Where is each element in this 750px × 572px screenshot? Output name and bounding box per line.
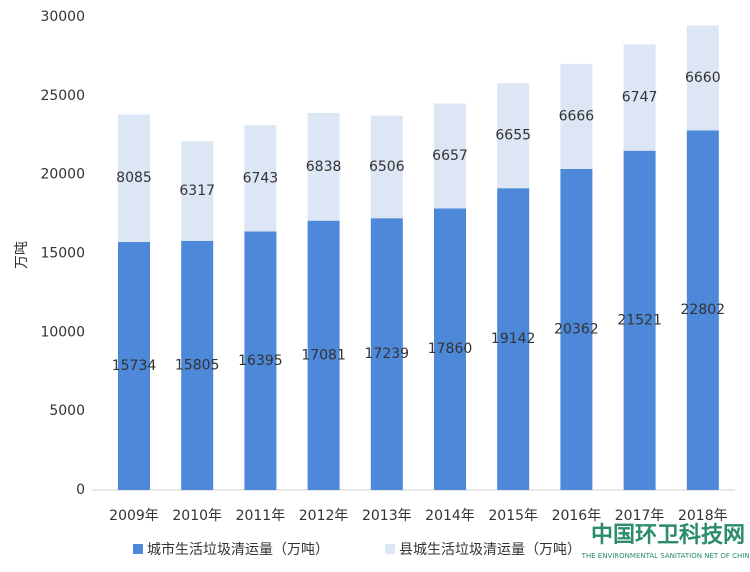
bar-segment xyxy=(244,125,277,232)
x-tick-label: 2013年 xyxy=(362,508,412,524)
x-tick-label: 2010年 xyxy=(172,508,222,524)
data-label: 21521 xyxy=(617,312,662,328)
bar-segment xyxy=(560,168,593,490)
y-tick-label: 25000 xyxy=(40,88,85,104)
bar-segment xyxy=(370,115,403,219)
x-tick-label: 2009年 xyxy=(109,508,159,524)
data-label: 19142 xyxy=(491,331,536,347)
x-tick-label: 2014年 xyxy=(425,508,475,524)
bar-segment xyxy=(497,188,530,491)
y-tick-label: 0 xyxy=(76,482,85,498)
bar-segment xyxy=(370,218,403,491)
x-tick-label: 2016年 xyxy=(552,508,602,524)
data-label: 6317 xyxy=(179,183,215,199)
y-axis-label: 万吨 xyxy=(14,241,30,269)
data-label: 6666 xyxy=(559,108,595,124)
bar-segment xyxy=(623,150,656,491)
data-label: 6660 xyxy=(685,70,721,86)
x-tick-label: 2018年 xyxy=(678,508,728,524)
watermark-subtitle: THE ENVIRONMENTAL SANITATION NET OF CHIN… xyxy=(581,552,750,560)
x-tick-label: 2011年 xyxy=(236,508,286,524)
bar-segment xyxy=(686,25,719,131)
bar-segment xyxy=(497,83,530,189)
data-label: 6838 xyxy=(306,159,342,175)
bar-segment xyxy=(244,231,277,490)
legend-label: 城市生活垃圾清运量（万吨） xyxy=(147,541,329,558)
data-label: 15805 xyxy=(175,357,220,373)
data-label: 6657 xyxy=(432,148,468,164)
x-tick-label: 2017年 xyxy=(615,508,665,524)
data-label: 6743 xyxy=(243,170,279,186)
legend-label: 县城生活垃圾清运量（万吨） xyxy=(399,542,581,558)
y-tick-label: 10000 xyxy=(40,324,85,340)
bar-segment xyxy=(560,63,593,169)
data-label: 16395 xyxy=(238,353,283,369)
data-label: 20362 xyxy=(554,321,599,337)
data-label: 17239 xyxy=(365,346,410,362)
y-tick-label: 20000 xyxy=(40,167,85,183)
y-tick-label: 30000 xyxy=(40,9,85,25)
bar-segment xyxy=(434,103,466,209)
y-tick-label: 5000 xyxy=(49,403,85,419)
legend-swatch xyxy=(385,544,395,554)
bar-segment xyxy=(307,220,340,490)
data-label: 22802 xyxy=(681,302,726,318)
x-tick-label: 2015年 xyxy=(488,508,538,524)
data-label: 6747 xyxy=(622,89,658,105)
bar-segment xyxy=(434,208,466,490)
data-label: 6506 xyxy=(369,159,405,175)
data-label: 17860 xyxy=(428,341,473,357)
x-tick-label: 2012年 xyxy=(299,508,349,524)
bar-segment xyxy=(686,130,719,490)
bar-segment xyxy=(118,114,150,242)
bar-segment xyxy=(307,112,340,221)
data-label: 8085 xyxy=(116,170,152,186)
watermark: 中国环卫科技网 xyxy=(591,523,745,548)
legend-swatch xyxy=(133,544,143,554)
y-tick-label: 15000 xyxy=(40,246,85,262)
bar-segment xyxy=(181,240,214,490)
bar-segment xyxy=(181,141,214,241)
data-label: 6655 xyxy=(495,128,531,144)
bar-segment xyxy=(118,241,150,490)
data-label: 15734 xyxy=(112,358,157,374)
bar-segment xyxy=(623,44,656,151)
data-label: 17081 xyxy=(301,347,346,363)
